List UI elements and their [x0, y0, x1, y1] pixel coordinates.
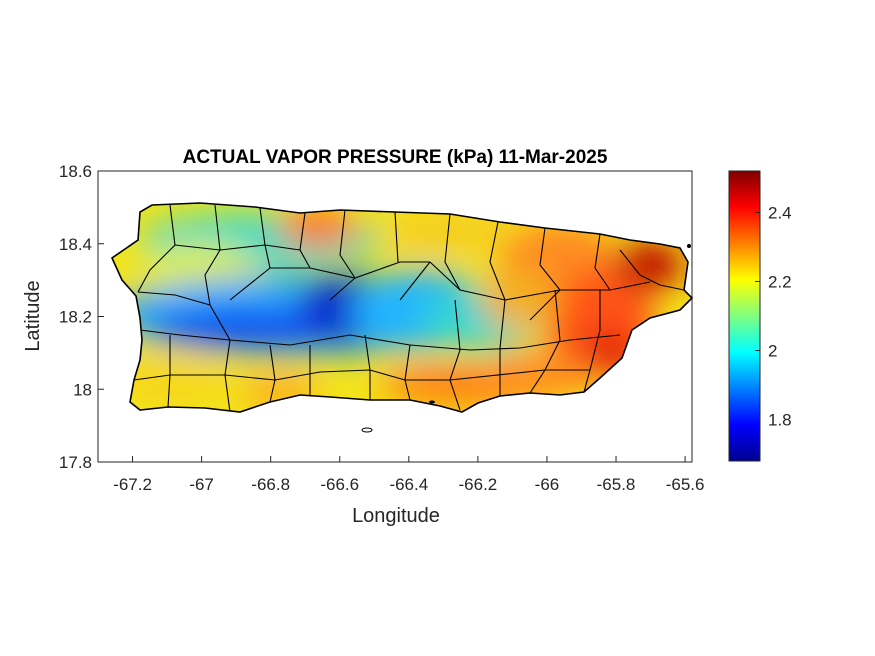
- y-axis-label: Latitude: [22, 280, 44, 351]
- colorbar-ticks: 1.8 2 2.2 2.4: [755, 203, 792, 430]
- x-tick-label: -66.2: [459, 475, 498, 494]
- x-tick-label: -66.4: [389, 475, 428, 494]
- colorbar-tick-label: 2.4: [768, 203, 792, 222]
- y-tick-label: 18: [73, 380, 92, 399]
- x-tick-label: -67: [189, 475, 214, 494]
- x-axis-label: Longitude: [352, 505, 440, 527]
- coastline: [110, 202, 694, 413]
- y-tick-label: 18.2: [59, 308, 92, 327]
- y-axis: 17.8 18 18.2 18.4 18.6: [59, 162, 104, 472]
- y-tick-label: 18.6: [59, 162, 92, 181]
- islet: [429, 400, 435, 404]
- islet: [687, 244, 691, 248]
- x-axis: -67.2 -67 -66.8 -66.6 -66.4 -66.2 -66 -65.8 -65.…: [113, 456, 704, 494]
- colorbar-tick-label: 2: [768, 342, 777, 361]
- x-tick-label: -67.2: [113, 475, 152, 494]
- x-tick-label: -66.8: [251, 475, 290, 494]
- chart-title: ACTUAL VAPOR PRESSURE (kPa) 11-Mar-2025: [183, 147, 608, 168]
- vapor-pressure-field: [112, 203, 692, 412]
- y-tick-label: 17.8: [59, 453, 92, 472]
- x-tick-label: -65.6: [666, 475, 705, 494]
- colorbar: [728, 170, 761, 462]
- colorbar-tick-label: 2.2: [768, 272, 792, 291]
- colorbar-tick-label: 1.8: [768, 411, 792, 430]
- islet: [361, 427, 373, 433]
- x-tick-label: -66.6: [320, 475, 359, 494]
- y-tick-label: 18.4: [59, 235, 92, 254]
- x-tick-label: -65.8: [597, 475, 636, 494]
- x-tick-label: -66: [535, 475, 560, 494]
- municipality-borders: [133, 204, 685, 412]
